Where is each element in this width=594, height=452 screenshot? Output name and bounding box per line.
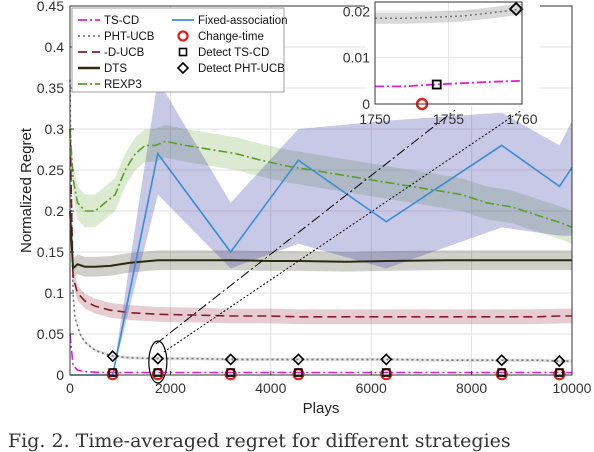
x-tick-label: 4000 [255, 380, 286, 396]
y-tick-label: 0.2 [45, 203, 65, 219]
detect-pht-ucb-marker [292, 353, 305, 366]
detect-pht-ucb-marker [553, 354, 566, 368]
y-tick-label: 0.15 [37, 244, 64, 260]
series-line-dts [69, 210, 572, 271]
plot-frame [69, 5, 573, 376]
main-plot-area: 0 0.05 0.1 0.15 0.2 0.25 0.3 0.35 0.4 0.45 0 2000 40… [18, 0, 592, 417]
detect-pht-ucb-marker [224, 353, 237, 366]
inset-y-tick-label: 0.02 [343, 3, 370, 19]
series-line-rexp3 [69, 128, 573, 229]
series-line-pht-ucb [69, 79, 572, 362]
inset-x-tick-label: 1755 [433, 111, 464, 127]
legend-label-dts: DTS [104, 63, 127, 75]
y-tick-label: 0.45 [37, 0, 64, 14]
series-line-fixed-association [70, 144, 573, 376]
detect-ts-cd-marker [555, 368, 564, 377]
inset-plot-area: 0 0.01 0.02 1750 1755 1760 [155, 0, 540, 353]
legend-marker-detect-ts-cd [178, 47, 188, 57]
inset-line-ts-cd [375, 79, 523, 88]
legend-marker-detect-pht-ucb [176, 61, 190, 75]
legend: TS-CD PHT-UCB -D-UCB DTS REXP3 Fixed-associat… [71, 7, 287, 93]
detect-ts-cd-marker [294, 368, 303, 377]
detect-pht-ucb-marker [495, 354, 508, 367]
x-tick-label: 2000 [155, 380, 186, 396]
inset-y-tick-label: 0 [362, 96, 370, 112]
inset-x-tick-label: 1750 [359, 111, 390, 127]
legend-label-rexp3: REXP3 [104, 79, 142, 91]
detect-ts-cd-marker [108, 368, 117, 377]
legend-label-fixed-association: Fixed-association [198, 15, 287, 27]
legend-label-detect-ts-cd: Detect TS-CD [198, 47, 269, 59]
y-axis-label: Normalized Regret [18, 127, 35, 253]
y-tick-label: 0 [56, 367, 64, 383]
zoom-connector-line [155, 109, 456, 345]
detect-ts-cd-marker [226, 368, 235, 377]
detect-ts-cd-marker [497, 368, 507, 377]
legend-marker-change-time [177, 30, 189, 42]
x-tick-label: 10000 [553, 380, 592, 396]
inset-y-tick-label: 0.01 [343, 50, 370, 66]
inset-detect-ts-cd-marker [431, 79, 442, 90]
detect-ts-cd-marker [153, 368, 163, 377]
legend-label-detect-pht-ucb: Detect PHT-UCB [198, 63, 285, 75]
y-tick-label: 0.35 [37, 80, 64, 96]
x-axis-label: Plays [303, 400, 340, 417]
inset-frame [374, 1, 523, 105]
zoom-connector-line [163, 109, 523, 353]
band-rexp3 [70, 112, 572, 244]
detect-pht-ucb-marker [380, 353, 393, 366]
x-tick-label: 8000 [456, 380, 487, 396]
x-tick-label: 6000 [356, 380, 387, 396]
band-dts [70, 201, 572, 279]
legend-label-change-time: Change-time [198, 31, 264, 43]
x-tick-label: 0 [66, 380, 74, 396]
detect-pht-ucb-marker [151, 352, 164, 365]
series-line--d-ucb [69, 128, 572, 318]
y-tick-label: 0.3 [45, 121, 65, 137]
legend-box [71, 7, 285, 93]
y-tick-label: 0.4 [45, 39, 65, 55]
band-fixed-association [70, 79, 572, 376]
inset-background [365, 0, 540, 106]
y-tick-label: 0.25 [37, 162, 64, 178]
detect-ts-cd-marker [381, 368, 391, 377]
figure-caption: Fig. 2. Time-averaged regret for differe… [8, 430, 511, 452]
y-tick-label: 0.1 [45, 285, 65, 301]
legend-label-ts-cd: TS-CD [104, 15, 139, 27]
series-line-ts-cd [69, 333, 572, 374]
zoom-region-ellipse [148, 340, 168, 384]
inset-detect-pht-ucb-marker [508, 1, 524, 17]
inset-x-tick-label: 1760 [506, 111, 537, 127]
legend-label-pht-ucb: PHT-UCB [104, 31, 155, 43]
y-tick-label: 0.05 [37, 326, 64, 342]
legend-label--d-ucb: -D-UCB [104, 47, 145, 59]
detect-pht-ucb-marker [106, 350, 119, 363]
